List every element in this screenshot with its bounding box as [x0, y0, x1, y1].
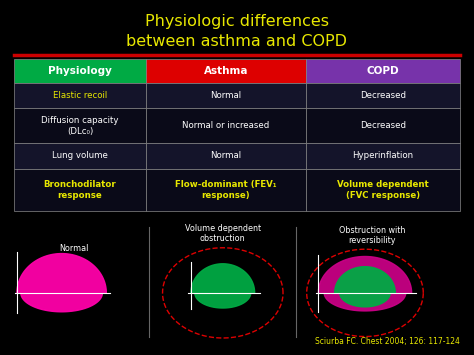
FancyBboxPatch shape [14, 108, 146, 143]
FancyBboxPatch shape [14, 143, 146, 169]
FancyBboxPatch shape [306, 83, 460, 108]
Text: Decreased: Decreased [360, 91, 406, 100]
Polygon shape [191, 264, 255, 308]
Text: Normal or increased: Normal or increased [182, 121, 270, 130]
Text: Normal: Normal [210, 151, 241, 160]
Text: Elastic recoil: Elastic recoil [53, 91, 107, 100]
Polygon shape [319, 257, 411, 311]
Text: COPD: COPD [366, 66, 399, 76]
FancyBboxPatch shape [306, 108, 460, 143]
Polygon shape [17, 253, 106, 312]
FancyBboxPatch shape [14, 169, 146, 211]
Text: Obstruction with
reversibility: Obstruction with reversibility [339, 225, 405, 245]
Text: Hyperinflation: Hyperinflation [352, 151, 413, 160]
Text: Flow-dominant (FEV₁
response): Flow-dominant (FEV₁ response) [175, 180, 277, 200]
Text: between asthma and COPD: between asthma and COPD [127, 34, 347, 49]
FancyBboxPatch shape [306, 143, 460, 169]
Text: Physiology: Physiology [48, 66, 112, 76]
FancyBboxPatch shape [306, 169, 460, 211]
Text: Normal: Normal [59, 244, 88, 253]
Text: Diffusion capacity
(DLᴄ₀): Diffusion capacity (DLᴄ₀) [41, 116, 118, 136]
Text: Decreased: Decreased [360, 121, 406, 130]
Text: Volume dependent
(FVC response): Volume dependent (FVC response) [337, 180, 429, 200]
FancyBboxPatch shape [146, 169, 306, 211]
Text: Volume dependent
obstruction: Volume dependent obstruction [185, 224, 261, 243]
Text: Asthma: Asthma [204, 66, 248, 76]
FancyBboxPatch shape [146, 143, 306, 169]
Text: Sciurba FC. Chest 2004; 126: 117-124: Sciurba FC. Chest 2004; 126: 117-124 [315, 337, 460, 346]
FancyBboxPatch shape [146, 108, 306, 143]
Polygon shape [335, 267, 395, 307]
FancyBboxPatch shape [14, 59, 146, 83]
FancyBboxPatch shape [146, 59, 306, 83]
Text: Lung volume: Lung volume [52, 151, 108, 160]
FancyBboxPatch shape [14, 83, 146, 108]
Text: Physiologic differences: Physiologic differences [145, 14, 329, 29]
Text: Normal: Normal [210, 91, 241, 100]
Text: Bronchodilator
response: Bronchodilator response [44, 180, 116, 200]
FancyBboxPatch shape [146, 83, 306, 108]
FancyBboxPatch shape [306, 59, 460, 83]
